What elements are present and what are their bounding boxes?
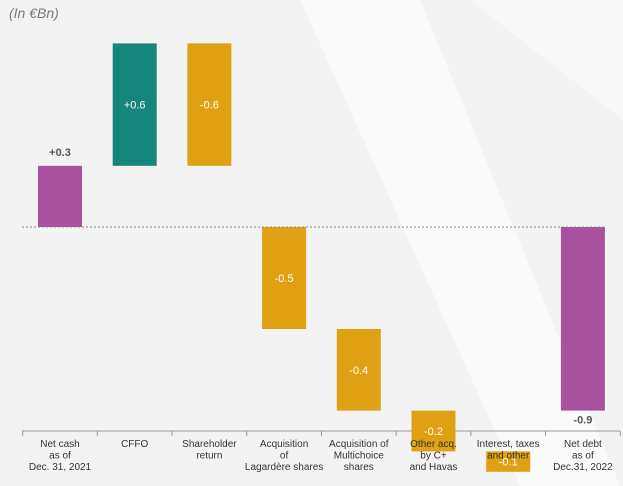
category-label-line: Net cash: [40, 439, 79, 450]
category-label-line: Multichoice: [334, 451, 384, 462]
bar-value-label: -0.2: [424, 426, 443, 438]
background-diagonal-band: [300, 0, 620, 486]
category-label-line: and other: [487, 451, 530, 462]
bar-value-label: -0.5: [275, 273, 294, 285]
category-label: Acquisition of Multichoice shares: [329, 439, 389, 473]
category-label: Shareholder return: [182, 439, 237, 462]
category-label-line: by C+: [420, 451, 447, 462]
bar-value-label: +0.3: [49, 147, 71, 159]
category-label: Net debt as of Dec.31, 2022: [553, 439, 613, 473]
waterfall-bar: [112, 43, 157, 166]
category-label-line: of: [280, 451, 289, 462]
category-label: Net cash as of Dec. 31, 2021: [29, 439, 92, 473]
bar-value-label: -0.6: [200, 100, 219, 112]
waterfall-bar: [560, 227, 605, 411]
waterfall-bar: [187, 43, 232, 166]
category-label: CFFO: [121, 439, 148, 450]
category-label-line: Lagardère shares: [245, 462, 323, 473]
category-label-line: Other acq.: [410, 439, 457, 450]
category-label-line: Shareholder: [182, 439, 237, 450]
waterfall-bar: [38, 165, 82, 227]
waterfall-bar: [336, 329, 381, 411]
category-label-line: shares: [344, 462, 374, 473]
bar-value-label: -0.4: [349, 365, 368, 377]
category-label-line: Dec. 31, 2021: [29, 462, 92, 473]
bar-value-label: -0.9: [573, 415, 592, 427]
category-label-line: Interest, taxes: [477, 439, 540, 450]
unit-label: (In €Bn): [9, 5, 59, 21]
category-label: Other acq. by C+ and Havas: [410, 439, 458, 473]
category-label: Acquisition of Lagardère shares: [245, 439, 323, 473]
category-label-line: Acquisition: [260, 439, 308, 450]
background-corner-shape: [470, 0, 623, 120]
category-label-line: Acquisition of: [329, 439, 389, 450]
category-label-line: return: [196, 451, 222, 462]
bar-value-label: +0.6: [124, 100, 146, 112]
waterfall-bar: [411, 410, 456, 452]
category-label-line: and Havas: [410, 462, 458, 473]
category-label-line: Net debt: [564, 439, 602, 450]
bar-value-label: -0.1: [499, 457, 518, 469]
category-label-line: as of: [49, 451, 71, 462]
waterfall-bar: [262, 227, 307, 329]
category-label: Interest, taxes and other: [477, 439, 540, 462]
category-label-line: as of: [572, 451, 594, 462]
category-label-line: Dec.31, 2022: [553, 462, 613, 473]
category-label-line: CFFO: [121, 439, 148, 450]
waterfall-bar: [486, 451, 531, 472]
